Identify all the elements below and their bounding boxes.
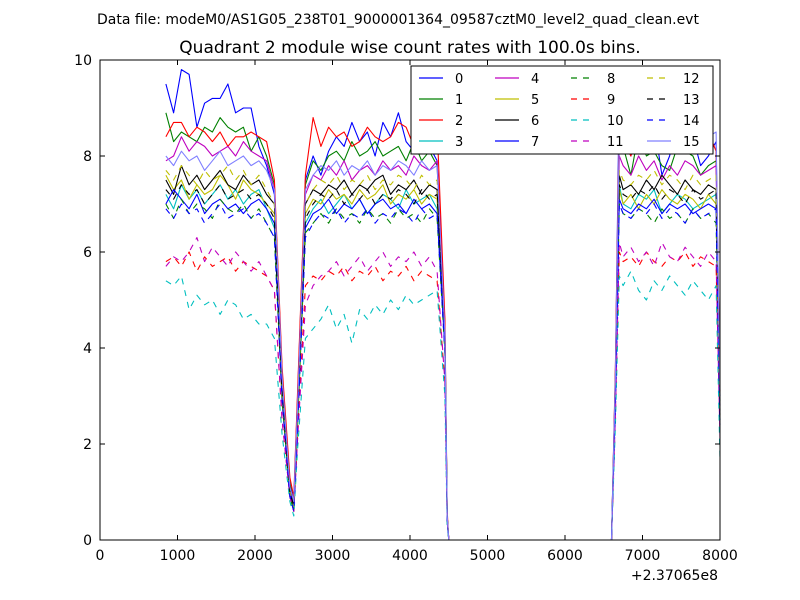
series-line-4	[165, 136, 721, 541]
chart-title: Quadrant 2 module wise count rates with …	[179, 38, 640, 58]
legend-label: 10	[607, 114, 624, 129]
x-tick-label: 5000	[470, 548, 506, 564]
series-line-9	[165, 251, 721, 541]
x-tick-label: 3000	[315, 548, 351, 564]
legend-label: 4	[531, 72, 539, 87]
x-tick-label: 7000	[625, 548, 661, 564]
y-tick-label: 4	[83, 341, 92, 357]
series-line-13	[165, 184, 721, 541]
x-tick-label: 8000	[702, 548, 738, 564]
series-line-11	[165, 237, 721, 541]
y-tick-label: 2	[83, 437, 92, 453]
legend-label: 6	[531, 114, 539, 129]
legend-label: 1	[455, 93, 463, 108]
x-tick-label: 6000	[547, 548, 583, 564]
series-line-8	[165, 198, 721, 541]
legend-label: 14	[683, 114, 700, 129]
legend-label: 7	[531, 135, 539, 150]
series-line-10	[165, 270, 721, 541]
legend-label: 9	[607, 93, 615, 108]
legend-label: 8	[607, 72, 615, 87]
series-line-3	[165, 184, 721, 541]
legend-label: 11	[607, 135, 624, 150]
series-line-14	[165, 203, 721, 541]
legend-label: 0	[455, 72, 463, 87]
x-tick-label: 1000	[160, 548, 196, 564]
y-tick-label: 8	[83, 149, 92, 165]
x-tick-label: 2000	[237, 548, 273, 564]
legend-label: 3	[455, 135, 463, 150]
legend-label: 15	[683, 135, 700, 150]
legend-label: 13	[683, 93, 700, 108]
legend-label: 2	[455, 114, 463, 129]
y-tick-label: 6	[83, 245, 92, 261]
x-tick-label: 4000	[392, 548, 428, 564]
series-line-12	[165, 165, 721, 541]
y-tick-label: 0	[83, 533, 92, 549]
y-tick-label: 10	[74, 53, 92, 69]
legend-box	[410, 65, 714, 155]
legend-label: 5	[531, 93, 539, 108]
series-line-7	[165, 189, 721, 541]
x-tick-label: 0	[96, 548, 105, 564]
chart-suptitle: Data file: modeM0/AS1G05_238T01_90000013…	[97, 12, 699, 28]
x-offset-label: +2.37065e8	[631, 568, 718, 584]
legend-label: 12	[683, 72, 700, 87]
